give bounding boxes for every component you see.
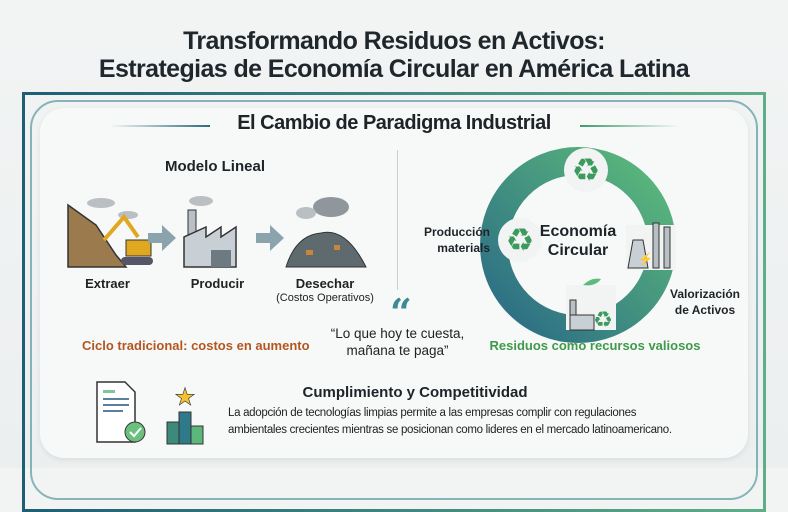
center-line-2: Circular bbox=[547, 242, 609, 259]
linear-flow-icons bbox=[67, 196, 367, 268]
arrow-icon bbox=[256, 225, 284, 251]
svg-text:★: ★ bbox=[174, 384, 196, 411]
podium-star-icon: ★ bbox=[166, 384, 204, 445]
title-line-2: Estrategias de Economía Circular en Amér… bbox=[98, 55, 690, 83]
svg-text:♻: ♻ bbox=[572, 152, 601, 188]
arrow-icon bbox=[148, 225, 176, 251]
produccion-line-2: materials bbox=[437, 241, 490, 255]
linear-model-title: Modelo Lineal bbox=[164, 158, 265, 175]
document-check-icon bbox=[96, 381, 146, 443]
step-extraer: Extraer bbox=[85, 276, 130, 291]
footer-body: La adopción de tecnologías limpias permi… bbox=[228, 405, 672, 439]
waste-pile-icon bbox=[285, 197, 367, 268]
circular-ring: ♻ ♻ ⚡ ♻ bbox=[480, 147, 676, 343]
circular-caption: Residuos como recursos valiosos bbox=[489, 338, 701, 353]
svg-text:♻: ♻ bbox=[506, 222, 535, 258]
produccion-line-1: Producción bbox=[423, 225, 490, 239]
power-plant-icon: ⚡ bbox=[626, 222, 676, 270]
linear-caption: Ciclo tradicional: costos en aumento bbox=[82, 338, 310, 353]
title-line-1: Transformando Residuos en Activos: bbox=[183, 27, 605, 55]
valorizacion-line-1: Valorización bbox=[669, 287, 741, 301]
circular-center-label: Economía Circular bbox=[528, 222, 628, 260]
quote-line-2: mañana te paga” bbox=[346, 343, 449, 358]
vertical-divider bbox=[397, 150, 398, 290]
green-factory-icon: ♻ bbox=[566, 278, 616, 332]
quote-icon: “ bbox=[390, 290, 412, 335]
step-desechar-sublabel: (Costos Operativos) bbox=[276, 292, 374, 304]
valorizacion-label: Valorización de Activos bbox=[655, 286, 755, 318]
quote-text: “Lo que hoy te cuesta, mañana te paga” bbox=[305, 325, 490, 359]
svg-text:♻: ♻ bbox=[593, 307, 613, 332]
recycle-icon-left: ♻ bbox=[498, 218, 542, 262]
step-desechar: Desechar bbox=[295, 276, 355, 291]
footer-body-line-2: ambientales crecientes mientras se posic… bbox=[228, 424, 672, 436]
svg-text:⚡: ⚡ bbox=[638, 252, 653, 266]
recycle-icon-top: ♻ bbox=[564, 148, 608, 192]
quote-line-1: “Lo que hoy te cuesta, bbox=[330, 326, 465, 341]
valorizacion-line-2: de Activos bbox=[674, 303, 736, 317]
divider-right bbox=[580, 125, 680, 127]
center-line-1: Economía bbox=[539, 223, 617, 240]
footer-icons: ★ bbox=[96, 381, 204, 445]
divider-left bbox=[110, 125, 210, 127]
footer-body-line-1: La adopción de tecnologías limpias permi… bbox=[228, 407, 637, 419]
section-title: El Cambio de Paradigma Industrial bbox=[237, 112, 551, 134]
step-producir: Producir bbox=[190, 276, 245, 291]
excavator-icon bbox=[67, 198, 153, 268]
footer-title: Cumplimiento y Competitividad bbox=[302, 384, 528, 401]
produccion-label: Producción materials bbox=[400, 224, 490, 256]
factory-icon bbox=[183, 196, 237, 268]
